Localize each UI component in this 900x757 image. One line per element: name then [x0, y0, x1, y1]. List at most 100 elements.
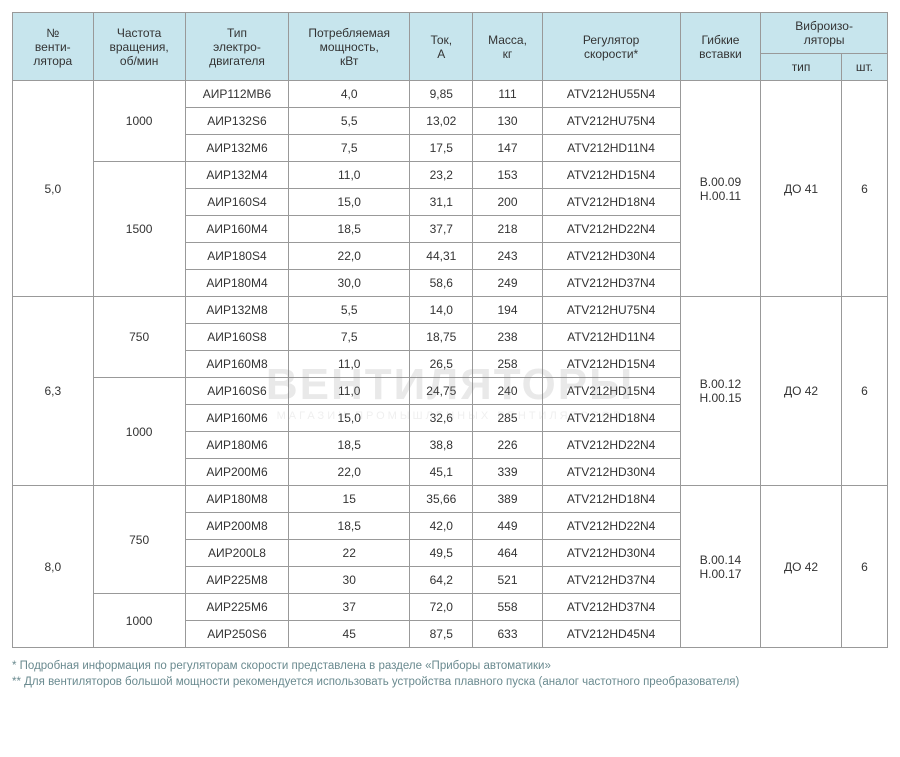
- cell-motor: АИР200М8: [185, 513, 289, 540]
- cell-power: 22,0: [289, 459, 410, 486]
- cell-reg: ATV212HD30N4: [542, 540, 680, 567]
- cell-motor: АИР225М8: [185, 567, 289, 594]
- cell-motor: АИР132М6: [185, 135, 289, 162]
- cell-mass: 449: [473, 513, 542, 540]
- spec-table: №венти-лятора Частотавращения,об/мин Тип…: [12, 12, 888, 648]
- cell-motor: АИР160М8: [185, 351, 289, 378]
- cell-inserts: B.00.09H.00.11: [680, 81, 761, 297]
- footnote-2: ** Для вентиляторов большой мощности рек…: [12, 674, 888, 690]
- cell-fan-no: 5,0: [13, 81, 94, 297]
- cell-motor: АИР200L8: [185, 540, 289, 567]
- cell-power: 11,0: [289, 162, 410, 189]
- cell-motor: АИР180М6: [185, 432, 289, 459]
- cell-reg: ATV212HD37N4: [542, 567, 680, 594]
- cell-reg: ATV212HD22N4: [542, 432, 680, 459]
- cell-mass: 153: [473, 162, 542, 189]
- cell-power: 37: [289, 594, 410, 621]
- cell-current: 31,1: [410, 189, 473, 216]
- cell-power: 4,0: [289, 81, 410, 108]
- cell-reg: ATV212HD45N4: [542, 621, 680, 648]
- cell-mass: 240: [473, 378, 542, 405]
- cell-power: 30,0: [289, 270, 410, 297]
- cell-rpm: 1000: [93, 594, 185, 648]
- cell-rpm: 1000: [93, 378, 185, 486]
- cell-reg: ATV212HU75N4: [542, 297, 680, 324]
- cell-power: 11,0: [289, 378, 410, 405]
- cell-vibro-qty: 6: [841, 81, 887, 297]
- table-body: 5,01000АИР112МВ64,09,85111ATV212HU55N4B.…: [13, 81, 888, 648]
- cell-motor: АИР132М4: [185, 162, 289, 189]
- cell-vibro-type: ДО 42: [761, 486, 842, 648]
- cell-motor: АИР225М6: [185, 594, 289, 621]
- cell-reg: ATV212HD37N4: [542, 270, 680, 297]
- footnotes: * Подробная информация по регуляторам ск…: [12, 658, 888, 690]
- th-vibro-qty: шт.: [841, 54, 887, 81]
- cell-reg: ATV212HU75N4: [542, 108, 680, 135]
- cell-current: 38,8: [410, 432, 473, 459]
- cell-reg: ATV212HD15N4: [542, 351, 680, 378]
- cell-power: 18,5: [289, 432, 410, 459]
- cell-motor: АИР180S4: [185, 243, 289, 270]
- table-row: 5,01000АИР112МВ64,09,85111ATV212HU55N4B.…: [13, 81, 888, 108]
- cell-current: 42,0: [410, 513, 473, 540]
- cell-inserts: B.00.14H.00.17: [680, 486, 761, 648]
- cell-current: 49,5: [410, 540, 473, 567]
- cell-current: 14,0: [410, 297, 473, 324]
- cell-current: 87,5: [410, 621, 473, 648]
- th-regulator: Регуляторскорости*: [542, 13, 680, 81]
- footnote-1: * Подробная информация по регуляторам ск…: [12, 658, 888, 674]
- cell-vibro-type: ДО 41: [761, 81, 842, 297]
- cell-mass: 521: [473, 567, 542, 594]
- table-row: 8,0750АИР180М81535,66389ATV212HD18N4B.00…: [13, 486, 888, 513]
- cell-motor: АИР160S4: [185, 189, 289, 216]
- cell-current: 37,7: [410, 216, 473, 243]
- cell-motor: АИР160М6: [185, 405, 289, 432]
- cell-reg: ATV212HD37N4: [542, 594, 680, 621]
- cell-rpm: 750: [93, 297, 185, 378]
- th-power: Потребляемаямощность,кВт: [289, 13, 410, 81]
- th-vibro: Виброизо-ляторы: [761, 13, 888, 54]
- cell-mass: 464: [473, 540, 542, 567]
- cell-motor: АИР180М8: [185, 486, 289, 513]
- cell-mass: 389: [473, 486, 542, 513]
- cell-current: 24,75: [410, 378, 473, 405]
- cell-mass: 558: [473, 594, 542, 621]
- cell-vibro-type: ДО 42: [761, 297, 842, 486]
- cell-current: 26,5: [410, 351, 473, 378]
- cell-current: 9,85: [410, 81, 473, 108]
- th-vibro-type: тип: [761, 54, 842, 81]
- cell-current: 23,2: [410, 162, 473, 189]
- cell-reg: ATV212HD22N4: [542, 216, 680, 243]
- table-head: №венти-лятора Частотавращения,об/мин Тип…: [13, 13, 888, 81]
- cell-mass: 633: [473, 621, 542, 648]
- cell-mass: 226: [473, 432, 542, 459]
- cell-current: 58,6: [410, 270, 473, 297]
- cell-power: 5,5: [289, 297, 410, 324]
- cell-power: 15,0: [289, 189, 410, 216]
- cell-mass: 339: [473, 459, 542, 486]
- cell-reg: ATV212HD11N4: [542, 135, 680, 162]
- cell-current: 32,6: [410, 405, 473, 432]
- cell-mass: 194: [473, 297, 542, 324]
- cell-mass: 238: [473, 324, 542, 351]
- cell-motor: АИР180М4: [185, 270, 289, 297]
- cell-mass: 243: [473, 243, 542, 270]
- cell-mass: 218: [473, 216, 542, 243]
- cell-motor: АИР112МВ6: [185, 81, 289, 108]
- cell-power: 45: [289, 621, 410, 648]
- cell-reg: ATV212HD18N4: [542, 405, 680, 432]
- cell-reg: ATV212HD30N4: [542, 459, 680, 486]
- cell-motor: АИР132S6: [185, 108, 289, 135]
- cell-power: 30: [289, 567, 410, 594]
- cell-vibro-qty: 6: [841, 297, 887, 486]
- cell-mass: 258: [473, 351, 542, 378]
- cell-reg: ATV212HD22N4: [542, 513, 680, 540]
- cell-reg: ATV212HD11N4: [542, 324, 680, 351]
- cell-current: 13,02: [410, 108, 473, 135]
- cell-current: 72,0: [410, 594, 473, 621]
- cell-mass: 147: [473, 135, 542, 162]
- cell-current: 45,1: [410, 459, 473, 486]
- cell-mass: 249: [473, 270, 542, 297]
- cell-power: 22: [289, 540, 410, 567]
- cell-reg: ATV212HD15N4: [542, 378, 680, 405]
